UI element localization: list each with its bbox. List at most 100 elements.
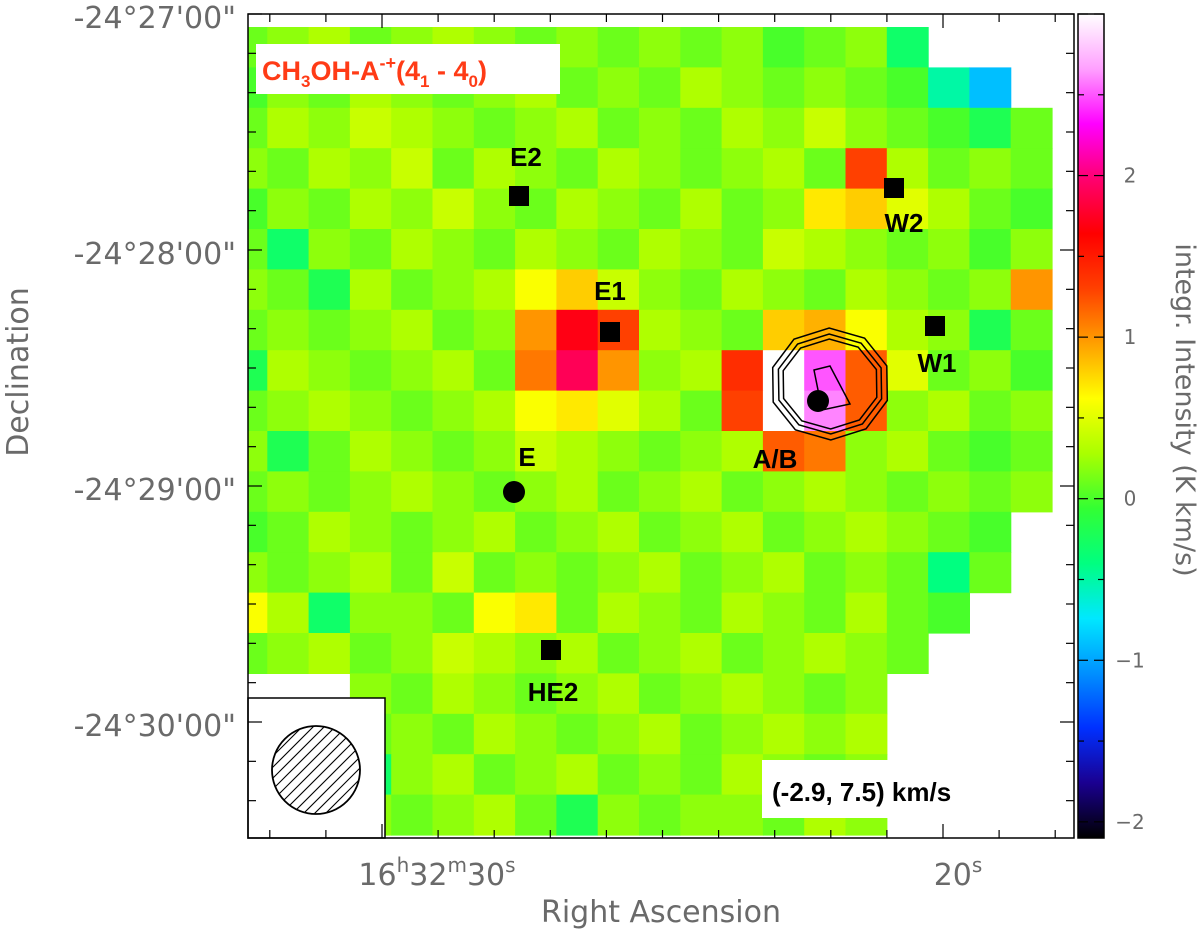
heatmap-cell — [762, 592, 805, 634]
heatmap-cell — [762, 107, 805, 149]
heatmap-cell — [556, 229, 599, 270]
heatmap-cell — [432, 431, 475, 472]
heatmap-cell — [556, 269, 599, 311]
heatmap-cell — [969, 309, 1012, 351]
heatmap-cell — [349, 592, 392, 634]
heatmap-cell — [639, 229, 681, 270]
heatmap-cell — [639, 673, 681, 715]
heatmap-cell — [639, 592, 681, 634]
heatmap-cell — [597, 713, 640, 755]
heatmap-cell — [349, 471, 392, 513]
heatmap-cell — [556, 794, 599, 836]
heatmap-cell — [1010, 350, 1053, 392]
title-badge: CH3OH-A-+(41 - 40) — [256, 44, 560, 94]
heatmap-cell — [308, 552, 351, 594]
heatmap-cell — [248, 431, 268, 472]
heatmap-cell — [349, 188, 392, 230]
colorbar-title: integr. Intensity (K km/s) — [1169, 243, 1200, 576]
source-label-a-b: A/B — [753, 444, 798, 474]
colorbar-tick-label: 2 — [1124, 164, 1137, 188]
heatmap-cell — [391, 511, 434, 553]
heatmap-cell — [928, 107, 970, 149]
heatmap-cell — [969, 107, 1012, 149]
velocity-badge: (-2.9, 7.5) km/s — [762, 760, 1044, 818]
heatmap-cell — [432, 511, 475, 553]
heatmap-cell — [391, 633, 434, 674]
heatmap-cell — [267, 552, 310, 594]
heatmap-cell — [886, 390, 929, 432]
heatmap-cell — [639, 511, 681, 553]
heatmap-cell — [762, 27, 805, 68]
heatmap-cell — [473, 350, 516, 392]
heatmap-cell — [473, 673, 516, 715]
heatmap-cell — [473, 269, 516, 311]
heatmap-cell — [721, 431, 764, 472]
heatmap-cell — [391, 592, 434, 634]
heatmap-cell — [556, 107, 599, 149]
heatmap-cell — [248, 592, 268, 634]
heatmap-cell — [349, 552, 392, 594]
heatmap-cell — [308, 107, 351, 149]
heatmap-cell — [680, 309, 723, 351]
colorbar-tick-label: 0 — [1124, 487, 1137, 511]
heatmap-cell — [267, 148, 310, 190]
heatmap-cell — [762, 471, 805, 513]
heatmap-cell — [804, 673, 847, 715]
heatmap-cell — [1010, 107, 1053, 149]
velocity-range: (-2.9, 7.5) km/s — [772, 777, 951, 807]
beam-hatch-line — [307, 726, 360, 814]
heatmap-cell — [886, 107, 929, 149]
heatmap-cell — [391, 754, 434, 796]
heatmap-cell — [721, 269, 764, 311]
heatmap-cell — [762, 633, 805, 674]
heatmap-cell — [845, 713, 888, 755]
heatmap-cell — [928, 229, 970, 270]
heatmap-cell — [639, 67, 681, 109]
heatmap-cell — [762, 229, 805, 270]
heatmap-cell — [680, 713, 723, 755]
heatmap-cell — [680, 229, 723, 270]
heatmap-cell — [886, 67, 929, 109]
heatmap-cell — [886, 229, 929, 270]
heatmap-cell — [845, 309, 888, 351]
heatmap-cell — [804, 633, 847, 674]
heatmap-cell — [639, 350, 681, 392]
heatmap-cell — [845, 229, 888, 270]
heatmap-cell — [515, 269, 557, 311]
heatmap-cell — [515, 552, 557, 594]
heatmap-cell — [845, 471, 888, 513]
heatmap-cell — [248, 148, 268, 190]
heatmap-cell — [721, 592, 764, 634]
beam-hatch-line — [296, 726, 360, 814]
heatmap-cell — [721, 713, 764, 755]
contour-level — [777, 333, 883, 435]
heatmap-cell — [845, 67, 888, 109]
heatmap-cell — [515, 673, 557, 715]
heatmap-cell — [556, 27, 599, 68]
heatmap-cell — [267, 229, 310, 270]
heatmap-cell — [597, 592, 640, 634]
colorbar: −2 −1 0 1 2 integr. Intensity (K km/s) — [1077, 13, 1200, 839]
heatmap-cell — [349, 633, 392, 674]
heatmap-cell — [928, 188, 970, 230]
source-label-e1: E1 — [594, 276, 626, 306]
heatmap-cell — [515, 350, 557, 392]
heatmap-cell — [928, 592, 970, 634]
heatmap-cell — [845, 592, 888, 634]
source-markers: E2 W2 E1 W1 A/B E HE2 — [503, 142, 957, 707]
heatmap-cell — [928, 350, 970, 392]
heatmap-cell — [267, 511, 310, 553]
heatmap-cell — [928, 148, 970, 190]
heatmap-cell — [762, 713, 805, 755]
heatmap-cell — [597, 754, 640, 796]
axis-ticks — [248, 13, 1074, 838]
heatmap-cell — [845, 633, 888, 674]
heatmap-cell — [432, 269, 475, 311]
heatmap-cell — [432, 673, 475, 715]
dec-tick-label: -24°27'00" — [74, 1, 236, 36]
heatmap-cell — [969, 67, 1012, 109]
heatmap-cell — [721, 107, 764, 149]
heatmap-cell — [349, 350, 392, 392]
heatmap-cell — [721, 511, 764, 553]
